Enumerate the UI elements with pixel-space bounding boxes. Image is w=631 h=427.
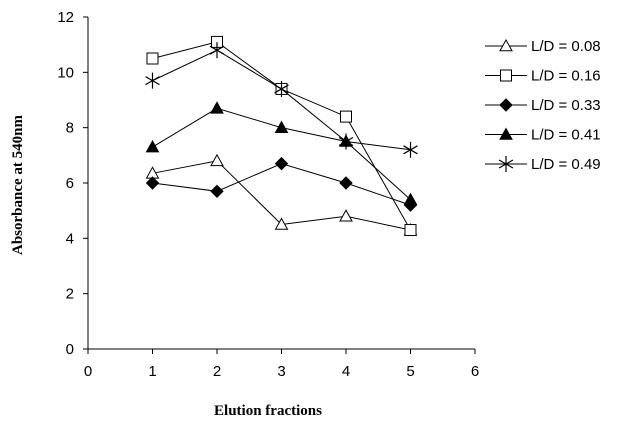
data-point bbox=[210, 153, 224, 167]
legend-item: L/D = 0.16 bbox=[485, 68, 601, 85]
legend-item: L/D = 0.41 bbox=[485, 127, 601, 144]
data-point bbox=[146, 52, 159, 65]
x-tick-label: 1 bbox=[148, 363, 156, 380]
series-5 bbox=[145, 42, 418, 158]
data-point bbox=[210, 184, 224, 199]
series-3 bbox=[145, 156, 418, 212]
series-4 bbox=[145, 101, 418, 205]
data-point bbox=[274, 217, 289, 230]
y-axis-title: Absorbance at 540nm bbox=[10, 115, 26, 256]
x-axis-title: Elution fractions bbox=[214, 403, 322, 419]
x-tick-label: 3 bbox=[277, 363, 285, 380]
x-tick-label: 6 bbox=[471, 363, 479, 380]
data-point bbox=[274, 156, 289, 171]
data-point bbox=[404, 224, 417, 237]
data-point bbox=[210, 101, 224, 114]
y-tick-label: 10 bbox=[57, 64, 74, 81]
series-layer bbox=[145, 35, 418, 237]
data-point bbox=[145, 140, 160, 153]
asterisk-stroke bbox=[145, 76, 160, 86]
y-tick-label: 6 bbox=[66, 175, 74, 192]
legend-marker bbox=[499, 98, 513, 112]
legend-item: L/D = 0.33 bbox=[485, 97, 601, 114]
data-point bbox=[403, 192, 418, 205]
asterisk-stroke bbox=[403, 145, 418, 155]
asterisk-stroke bbox=[338, 136, 354, 147]
y-tick-label: 12 bbox=[57, 9, 74, 26]
series-line bbox=[152, 41, 411, 231]
asterisk-stroke bbox=[209, 45, 225, 55]
data-point bbox=[340, 110, 352, 123]
data-point bbox=[403, 141, 418, 158]
legend-item: L/D = 0.08 bbox=[485, 38, 601, 55]
asterisk-stroke bbox=[274, 84, 289, 94]
legend-label: L/D = 0.16 bbox=[531, 68, 601, 85]
x-tick-label: 2 bbox=[213, 363, 221, 380]
y-tick-label: 2 bbox=[66, 286, 74, 303]
legend: L/D = 0.08 L/D = 0.16 L/D = 0.33 L/D = 0.41… bbox=[485, 38, 601, 173]
legend-label: L/D = 0.33 bbox=[531, 97, 601, 114]
data-point bbox=[209, 42, 225, 59]
data-point bbox=[145, 72, 160, 89]
x-tick-label: 5 bbox=[406, 363, 414, 380]
legend-marker bbox=[498, 156, 514, 172]
data-point bbox=[339, 176, 353, 190]
asterisk-stroke bbox=[498, 159, 514, 169]
data-point bbox=[274, 80, 289, 97]
legend-marker bbox=[500, 69, 512, 82]
series-line bbox=[152, 49, 411, 151]
data-point bbox=[339, 209, 353, 222]
data-point bbox=[338, 133, 354, 150]
data-point bbox=[274, 120, 289, 133]
legend-marker bbox=[499, 127, 513, 140]
series-2 bbox=[146, 35, 417, 237]
y-tick-label: 8 bbox=[66, 120, 74, 137]
legend-marker bbox=[499, 38, 513, 52]
y-tick-label: 0 bbox=[66, 341, 74, 358]
data-point bbox=[145, 176, 160, 190]
legend-label: L/D = 0.08 bbox=[531, 38, 601, 55]
x-tick-label: 0 bbox=[84, 363, 92, 380]
legend-label: L/D = 0.49 bbox=[531, 156, 601, 173]
x-tick-label: 4 bbox=[342, 363, 350, 380]
legend-item: L/D = 0.49 bbox=[485, 156, 601, 173]
y-tick-label: 4 bbox=[66, 230, 74, 247]
series-1 bbox=[145, 153, 418, 236]
legend-label: L/D = 0.41 bbox=[531, 127, 601, 144]
